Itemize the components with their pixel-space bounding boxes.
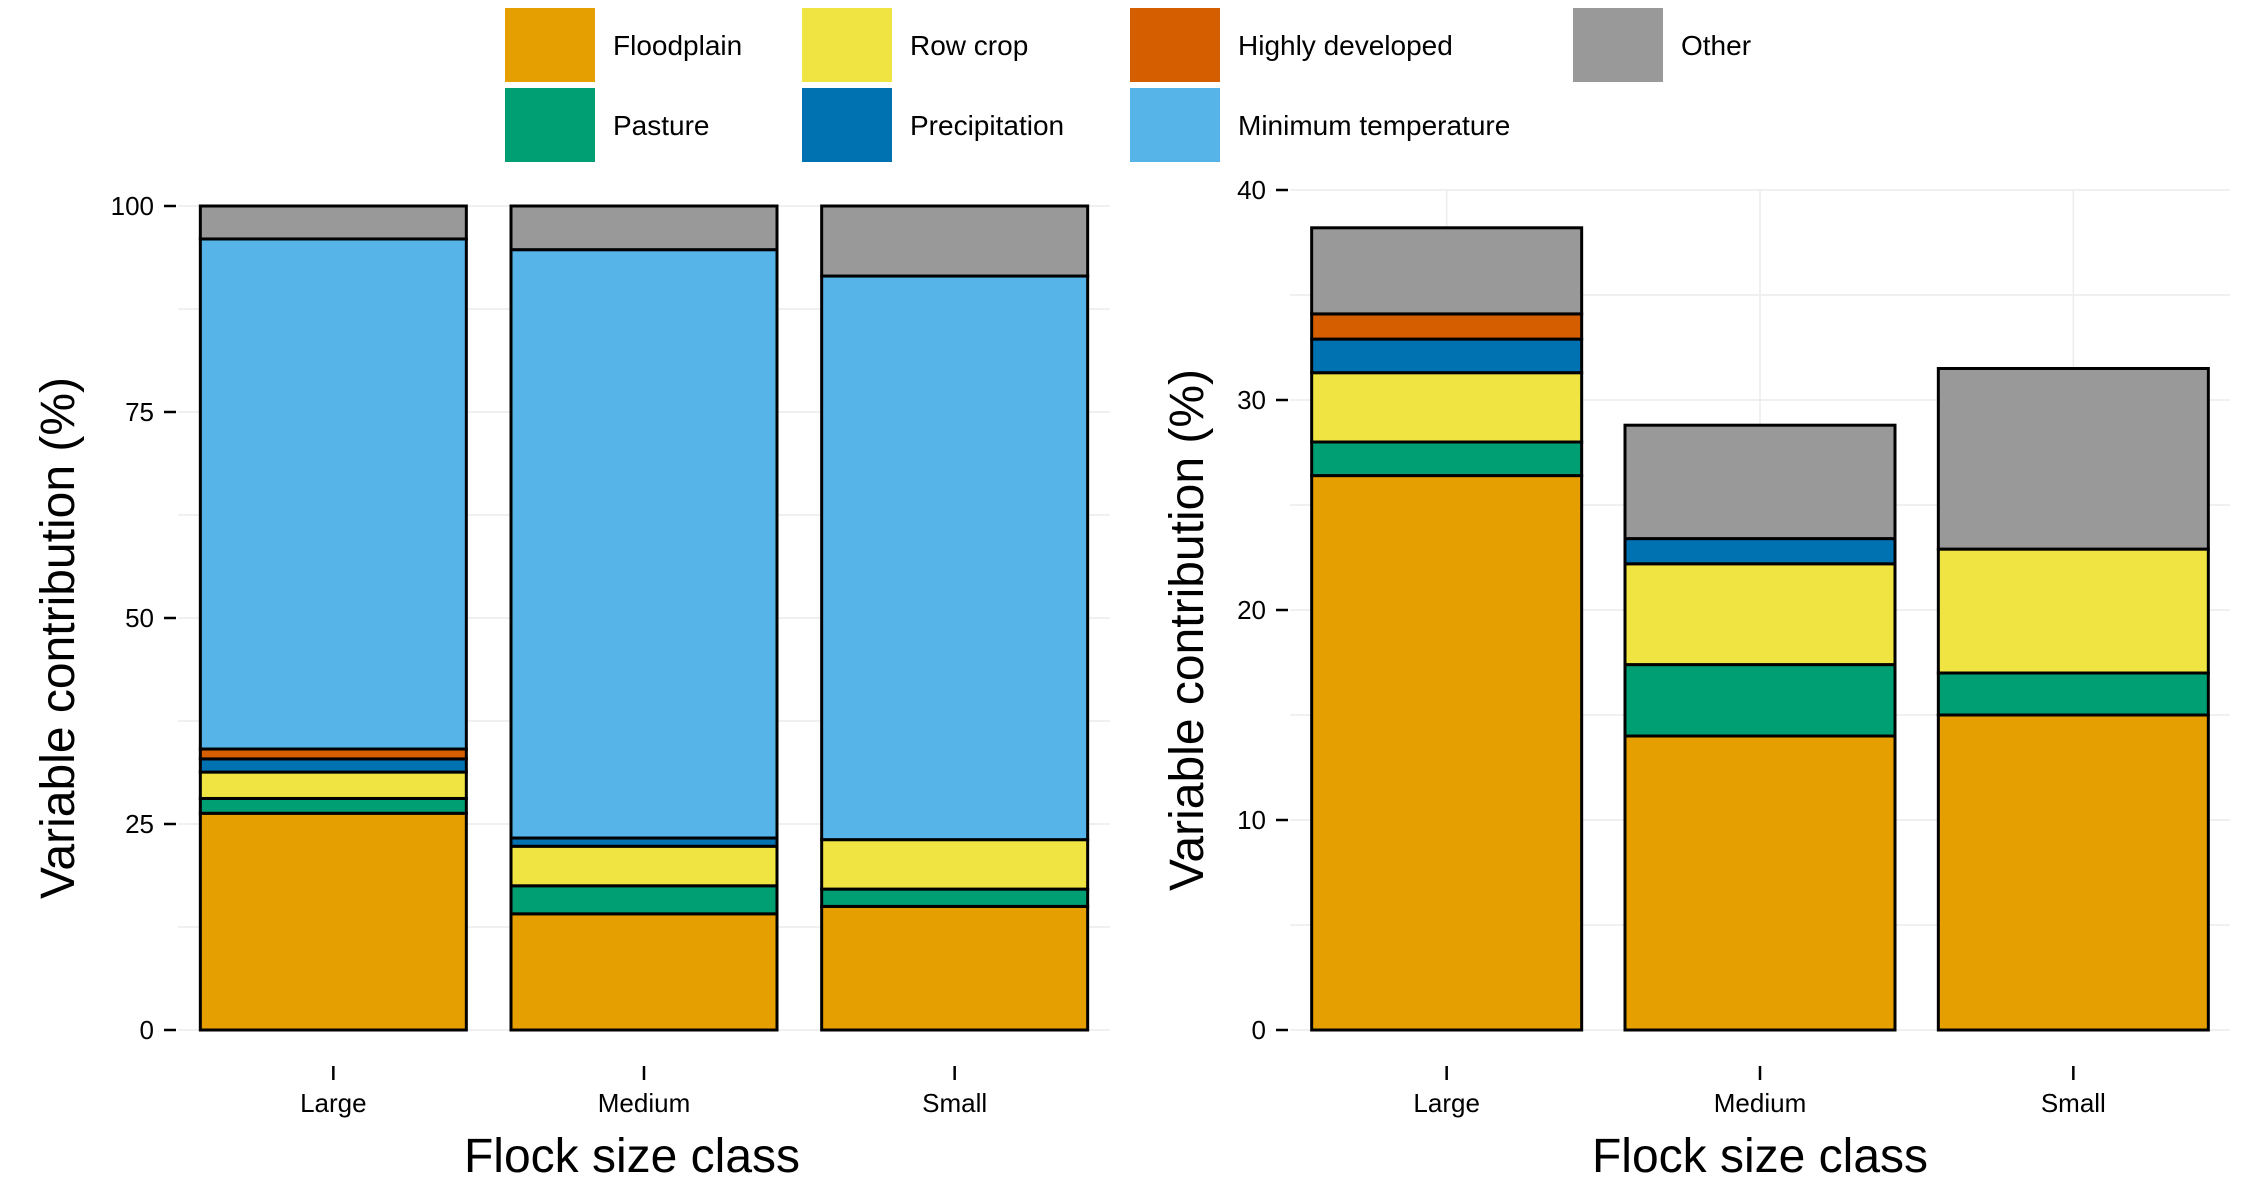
bar-segment-pasture xyxy=(1623,663,1897,738)
legend-label: Floodplain xyxy=(613,30,742,61)
bar-stack-small xyxy=(1936,367,2210,1032)
legend-label: Precipitation xyxy=(910,110,1064,141)
bar-segment-pasture xyxy=(509,884,779,916)
bar-segment-other xyxy=(509,204,779,252)
legend-swatch xyxy=(802,8,892,82)
y-axis-title: Variable contribution (%) xyxy=(1161,369,1214,891)
bar-segment-row-crop xyxy=(820,838,1090,891)
y-tick-label: 25 xyxy=(125,809,154,839)
legend-label: Minimum temperature xyxy=(1238,110,1510,141)
y-tick-label: 50 xyxy=(125,603,154,633)
y-tick-label: 10 xyxy=(1237,805,1266,835)
bar-segment-pasture xyxy=(1936,671,2210,717)
legend-item-row-crop: Row crop xyxy=(802,8,1028,82)
x-axis: Large Medium Small xyxy=(300,1066,987,1118)
bar-segment-minimum-temperature xyxy=(198,237,468,751)
bar-segment-precipitation xyxy=(1310,337,1584,375)
bar-segment-highly-developed xyxy=(1310,312,1584,341)
bar-segment-other xyxy=(820,204,1090,278)
bar-segment-precipitation xyxy=(1623,537,1897,566)
bar-segment-row-crop xyxy=(198,770,468,800)
y-axis: 0 10 20 30 40 xyxy=(1237,175,1288,1045)
legend-item-pasture: Pasture xyxy=(505,88,710,162)
legend-label: Highly developed xyxy=(1238,30,1453,61)
legend-label: Row crop xyxy=(910,30,1028,61)
x-axis-title: Flock size class xyxy=(464,1130,800,1183)
bar-segment-minimum-temperature xyxy=(509,248,779,840)
x-axis: Large Medium Small xyxy=(1413,1066,2106,1118)
bar-stack-large xyxy=(198,204,468,1032)
legend-label: Other xyxy=(1681,30,1751,61)
bar-stack-large xyxy=(1310,226,1584,1032)
bar-segment-pasture xyxy=(1310,440,1584,478)
legend-item-minimum-temperature: Minimum temperature xyxy=(1130,88,1510,162)
bar-segment-row-crop xyxy=(509,844,779,888)
x-tick-label: Large xyxy=(300,1088,367,1118)
legend: Floodplain Row crop Highly developed Other P… xyxy=(505,8,1751,162)
bar-stacks xyxy=(1310,226,2210,1032)
legend-swatch xyxy=(505,88,595,162)
legend-item-other: Other xyxy=(1573,8,1751,82)
legend-swatch xyxy=(802,88,892,162)
y-tick-label: 0 xyxy=(1252,1015,1266,1045)
bar-segment-pasture xyxy=(820,887,1090,908)
bar-segment-floodplain xyxy=(1310,474,1584,1032)
bar-segment-precipitation xyxy=(198,757,468,774)
bar-segment-other xyxy=(1310,226,1584,316)
bar-segment-row-crop xyxy=(1310,371,1584,444)
y-tick-label: 20 xyxy=(1237,595,1266,625)
bar-segment-floodplain xyxy=(820,904,1090,1032)
legend-swatch xyxy=(505,8,595,82)
legend-swatch xyxy=(1130,8,1220,82)
x-axis-title: Flock size class xyxy=(1592,1130,1928,1183)
bar-segment-floodplain xyxy=(509,912,779,1032)
bar-stack-medium xyxy=(1623,423,1897,1032)
x-tick-label: Small xyxy=(2041,1088,2106,1118)
bar-segment-minimum-temperature xyxy=(820,274,1090,842)
bar-segment-other xyxy=(1623,423,1897,541)
bar-stack-small xyxy=(820,204,1090,1032)
chart-panel-left: 0 25 50 75 100 Large Medium Small Flock size c… xyxy=(32,191,1110,1183)
x-tick-label: Large xyxy=(1413,1088,1480,1118)
y-tick-label: 75 xyxy=(125,397,154,427)
bar-segment-floodplain xyxy=(1623,734,1897,1032)
legend-item-highly-developed: Highly developed xyxy=(1130,8,1453,82)
y-axis: 0 25 50 75 100 xyxy=(111,191,176,1045)
y-tick-label: 40 xyxy=(1237,175,1266,205)
bar-segment-floodplain xyxy=(1936,713,2210,1032)
legend-label: Pasture xyxy=(613,110,710,141)
bar-segment-floodplain xyxy=(198,811,468,1032)
legend-swatch xyxy=(1573,8,1663,82)
bar-segment-row-crop xyxy=(1936,547,2210,675)
bar-segment-other xyxy=(1936,367,2210,551)
x-tick-label: Medium xyxy=(1714,1088,1806,1118)
x-tick-label: Medium xyxy=(598,1088,690,1118)
legend-item-precipitation: Precipitation xyxy=(802,88,1064,162)
chart-panel-right: 0 10 20 30 40 Large Medium Small Flock size cl… xyxy=(1161,175,2230,1183)
bar-segment-other xyxy=(198,204,468,241)
y-axis-title: Variable contribution (%) xyxy=(32,377,85,899)
y-tick-label: 100 xyxy=(111,191,154,221)
legend-item-floodplain: Floodplain xyxy=(505,8,742,82)
bar-segment-row-crop xyxy=(1623,562,1897,667)
y-tick-label: 0 xyxy=(140,1015,154,1045)
legend-swatch xyxy=(1130,88,1220,162)
bar-stacks xyxy=(198,204,1090,1032)
y-tick-label: 30 xyxy=(1237,385,1266,415)
x-tick-label: Small xyxy=(922,1088,987,1118)
bar-stack-medium xyxy=(509,204,779,1032)
bar-segment-pasture xyxy=(198,796,468,815)
